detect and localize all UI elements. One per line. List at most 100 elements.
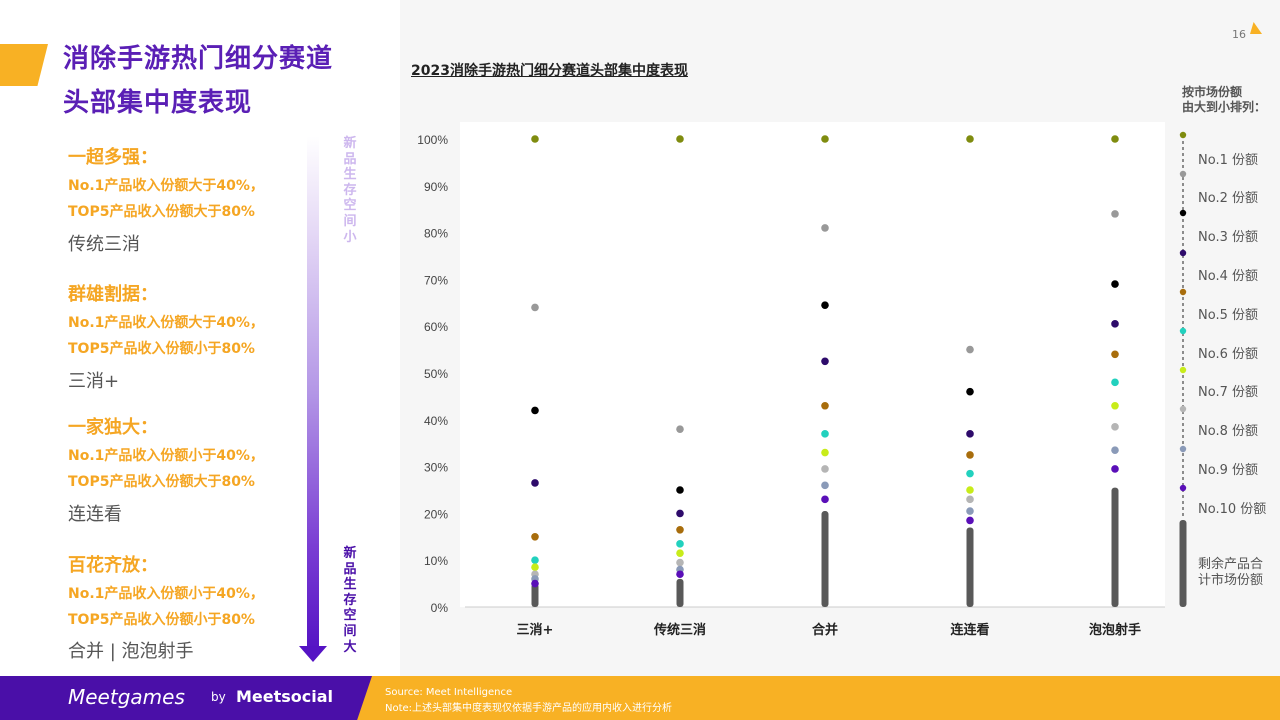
rank-dot-1	[531, 135, 539, 143]
category-title-3: 一家独大：	[68, 417, 158, 438]
legend-dot-10	[1179, 484, 1187, 492]
rank-dot-10	[966, 516, 974, 525]
rank-dot-6	[1111, 378, 1119, 387]
brand-logo-meetsocial: Meetsocial	[236, 687, 334, 706]
legend-dot-3	[1179, 209, 1187, 217]
legend-dot-8	[1179, 405, 1187, 413]
rank-dot-1	[966, 135, 974, 143]
arrow-bottom-label: 新品生存空间大	[343, 546, 357, 655]
rank-dot-8	[676, 558, 684, 567]
rank-dot-10	[1111, 465, 1119, 473]
rank-dot-3	[676, 486, 684, 494]
legend-heading: 按市场份额 由大到小排列：	[1182, 85, 1266, 115]
rank-dot-3	[966, 387, 974, 396]
rank-dot-2	[676, 425, 684, 433]
rank-dot-4	[1111, 320, 1119, 328]
y-tick-label: 40%	[424, 414, 448, 428]
y-tick-label: 100%	[417, 133, 448, 147]
arrow-head-icon	[299, 646, 327, 662]
rank-dot-6	[676, 540, 684, 548]
brand-by: by	[211, 690, 226, 704]
y-tick-label: 90%	[424, 180, 448, 194]
category-desc-3b: TOP5产品收入份额大于80%	[68, 474, 255, 490]
footer: Meetgames by Meetsocial Source: Meet Int…	[0, 676, 1280, 720]
legend-label-2: No.2 份额	[1198, 191, 1258, 206]
rank-dot-3	[531, 406, 539, 415]
page-number: 16	[1232, 28, 1246, 41]
left-panel: 消除手游热门细分赛道 头部集中度表现 一超多强： No.1产品收入份额大于40%…	[0, 0, 400, 676]
category-title-1: 一超多强：	[68, 147, 158, 168]
legend-label-4: No.4 份额	[1198, 269, 1258, 284]
rank-dot-1	[1111, 135, 1119, 143]
category-desc-1a: No.1产品收入份额大于40%，	[68, 178, 264, 194]
rank-dot-4	[821, 357, 829, 366]
rank-dot-1	[676, 135, 684, 143]
rank-dot-8	[966, 495, 974, 504]
category-desc-3a: No.1产品收入份额小于40%，	[68, 448, 264, 464]
rank-dot-2	[966, 345, 974, 354]
rank-dot-8	[1111, 423, 1119, 431]
category-desc-4a: No.1产品收入份额小于40%，	[68, 586, 264, 602]
rank-dot-7	[531, 563, 539, 572]
rank-dot-6	[821, 430, 829, 438]
rank-dot-6	[966, 469, 974, 478]
chart-title: 2023消除手游热门细分赛道头部集中度表现	[411, 63, 688, 79]
legend-heading-line-1: 按市场份额	[1182, 85, 1243, 99]
legend-dot-1	[1179, 131, 1187, 139]
page-title-line-2: 头部集中度表现	[63, 88, 253, 118]
rank-dot-5	[821, 401, 829, 410]
accent-tab	[0, 44, 48, 86]
rank-dot-2	[821, 224, 829, 232]
legend-dot-6	[1179, 327, 1187, 335]
rank-dot-4	[676, 509, 684, 518]
rank-dot-7	[1111, 401, 1119, 410]
rank-dot-9	[821, 481, 829, 490]
rank-dot-9	[1111, 446, 1119, 455]
rank-dot-5	[966, 451, 974, 459]
rank-dot-5	[676, 525, 684, 534]
footer-brand-band: Meetgames by Meetsocial	[0, 676, 372, 720]
y-tick-label: 10%	[424, 554, 448, 568]
category-desc-4b: TOP5产品收入份额小于80%	[68, 612, 255, 628]
rank-dot-2	[531, 303, 539, 312]
y-tick-label: 80%	[424, 227, 448, 241]
rank-dot-10	[821, 495, 829, 504]
legend-label-8: No.8 份额	[1198, 424, 1258, 439]
legend-label-7: No.7 份额	[1198, 385, 1258, 400]
brand-logo-meetgames: Meetgames	[68, 685, 185, 709]
page-title-line-1: 消除手游热门细分赛道	[63, 44, 334, 74]
remaining-share-bar	[821, 511, 829, 607]
legend-label-remaining: 剩余产品合计市场份额	[1198, 557, 1264, 588]
legend-label-6: No.6 份额	[1198, 347, 1258, 362]
y-tick-label: 30%	[424, 461, 448, 475]
rank-dot-5	[531, 533, 539, 541]
x-category-label: 合并	[812, 622, 838, 638]
legend-dot-4	[1179, 249, 1187, 257]
legend-label-3: No.3 份额	[1198, 230, 1258, 245]
category-desc-2b: TOP5产品收入份额小于80%	[68, 341, 255, 357]
legend-label-5: No.5 份额	[1198, 308, 1258, 323]
remaining-share-bar	[966, 527, 974, 607]
legend-label-10: No.10 份额	[1198, 502, 1267, 517]
y-tick-label: 60%	[424, 320, 448, 334]
note-text: Note:上述头部集中度表现仅依据手游产品的应用内收入进行分析	[385, 703, 673, 714]
legend-dot-2	[1179, 170, 1187, 178]
rank-dot-6	[531, 556, 539, 564]
legend-heading-line-2: 由大到小排列：	[1182, 100, 1267, 114]
category-example-4: 合并 | 泡泡射手	[68, 641, 194, 662]
rank-dot-8	[821, 465, 829, 473]
category-example-1: 传统三消	[68, 234, 140, 255]
remaining-share-bar	[676, 578, 684, 607]
y-tick-label: 0%	[431, 601, 449, 615]
y-tick-label: 70%	[424, 273, 448, 287]
rank-dot-7	[821, 448, 829, 457]
rank-dot-10	[676, 570, 684, 579]
rank-dot-7	[966, 486, 974, 494]
rank-dot-4	[531, 479, 539, 487]
rank-dot-4	[966, 430, 974, 438]
category-example-3: 连连看	[68, 504, 122, 525]
legend-dot-9	[1179, 445, 1187, 453]
legend-dot-5	[1179, 288, 1187, 296]
remaining-share-bar	[531, 583, 539, 607]
